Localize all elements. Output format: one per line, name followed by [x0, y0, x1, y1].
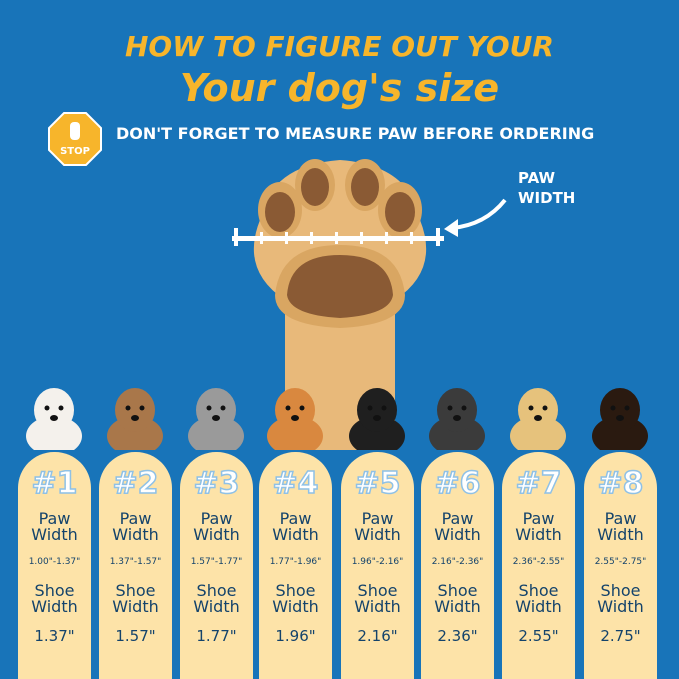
shoe-width-label: Shoe Width: [193, 581, 240, 616]
size-card: #5 Paw Width 1.96"-2.16" Shoe Width 2.16": [341, 452, 414, 679]
shoe-width-value: 2.75": [600, 627, 641, 645]
shoe-width-value: 1.77": [196, 627, 237, 645]
size-card: #6 Paw Width 2.16"-2.36" Shoe Width 2.36": [421, 452, 494, 679]
dog-photo: [105, 378, 165, 456]
shoe-width-value: 2.36": [437, 627, 478, 645]
paw-width-range: 1.00"-1.37": [28, 557, 81, 567]
size-card: #1 Paw Width 1.00"-1.37" Shoe Width 1.37": [18, 452, 91, 679]
shoe-width-label: Shoe Width: [597, 581, 644, 616]
paw-width-range: 1.96"-2.16": [351, 557, 404, 567]
shoe-width-value: 2.16": [357, 627, 398, 645]
dog-photo: [24, 378, 84, 456]
shoe-width-label: Shoe Width: [272, 581, 319, 616]
paw-width-callout: PAW WIDTH: [518, 168, 575, 208]
stop-sign-icon: STOP: [48, 112, 102, 166]
size-card: #8 Paw Width 2.55"-2.75" Shoe Width 2.75": [584, 452, 657, 679]
paw-width-range: 2.16"-2.36": [431, 557, 484, 567]
shoe-width-value: 1.57": [115, 627, 156, 645]
shoe-width-value: 1.96": [275, 627, 316, 645]
title-line-2: Your dog's size: [179, 66, 500, 110]
title-line-1: HOW TO FIGURE OUT YOUR: [125, 30, 554, 63]
size-number: #8: [597, 465, 645, 502]
size-number: #1: [31, 465, 79, 502]
shoe-width-value: 1.37": [34, 627, 75, 645]
dog-photo: [265, 378, 325, 456]
paw-width-range: 1.37"-1.57": [109, 557, 162, 567]
size-number: #3: [193, 465, 241, 502]
shoe-width-label: Shoe Width: [515, 581, 562, 616]
shoe-width-label: Shoe Width: [112, 581, 159, 616]
dog-photo: [186, 378, 246, 456]
paw-width-label: Paw Width: [193, 509, 240, 544]
arrow-icon: [444, 198, 507, 237]
size-card: #7 Paw Width 2.36"-2.55" Shoe Width 2.55": [502, 452, 575, 679]
size-number: #2: [112, 465, 160, 502]
paw-width-label: Paw Width: [31, 509, 78, 544]
subtitle: DON'T FORGET TO MEASURE PAW BEFORE ORDER…: [116, 124, 595, 143]
paw-illustration: [232, 159, 444, 450]
shoe-width-label: Shoe Width: [354, 581, 401, 616]
size-card: #3 Paw Width 1.57"-1.77" Shoe Width 1.77": [180, 452, 253, 679]
callout-line-1: PAW: [518, 169, 556, 187]
paw-width-label: Paw Width: [272, 509, 319, 544]
paw-width-label: Paw Width: [354, 509, 401, 544]
shoe-width-label: Shoe Width: [434, 581, 481, 616]
size-number: #6: [434, 465, 482, 502]
paw-width-range: 2.36"-2.55": [512, 557, 565, 567]
size-card: #4 Paw Width 1.77"-1.96" Shoe Width 1.96": [259, 452, 332, 679]
shoe-width-value: 2.55": [518, 627, 559, 645]
dog-photo: [347, 378, 407, 456]
paw-width-range: 1.77"-1.96": [269, 557, 322, 567]
dog-photo: [590, 378, 650, 456]
paw-width-label: Paw Width: [597, 509, 644, 544]
stop-sign-text: STOP: [60, 146, 90, 157]
paw-width-range: 1.57"-1.77": [190, 557, 243, 567]
paw-width-range: 2.55"-2.75": [594, 557, 647, 567]
dog-photo: [427, 378, 487, 456]
dog-photo: [508, 378, 568, 456]
shoe-width-label: Shoe Width: [31, 581, 78, 616]
size-number: #5: [354, 465, 402, 502]
callout-line-2: WIDTH: [518, 189, 576, 207]
paw-width-label: Paw Width: [112, 509, 159, 544]
paw-width-label: Paw Width: [434, 509, 481, 544]
paw-width-label: Paw Width: [515, 509, 562, 544]
size-card: #2 Paw Width 1.37"-1.57" Shoe Width 1.57": [99, 452, 172, 679]
size-number: #4: [272, 465, 320, 502]
size-number: #7: [515, 465, 563, 502]
